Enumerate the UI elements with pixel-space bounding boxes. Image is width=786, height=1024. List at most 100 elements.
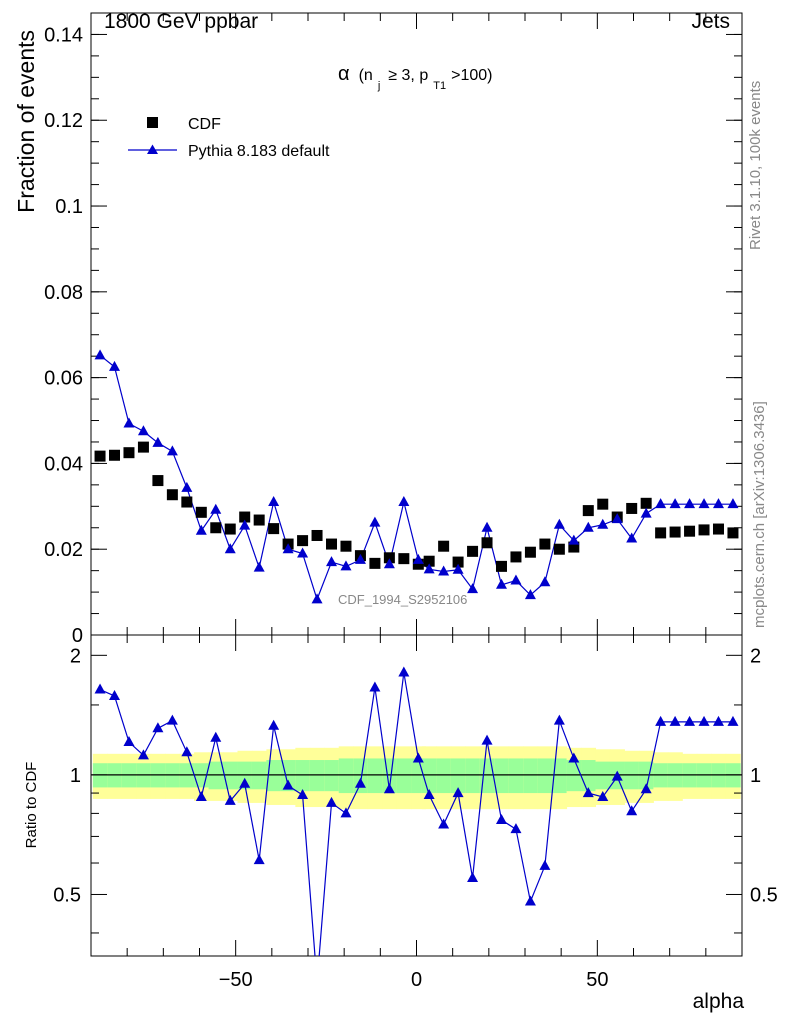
mc-point: [524, 589, 536, 600]
mc-point: [438, 565, 450, 576]
ratio-xlabel: alpha: [693, 990, 745, 1013]
mc-point: [94, 349, 106, 360]
ratio-point: [282, 779, 294, 790]
band-inner-bin: [309, 760, 325, 792]
mc-point: [326, 556, 338, 567]
cdf-point: [181, 496, 193, 508]
band-inner-bin: [421, 758, 437, 794]
cdf-point: [640, 497, 652, 509]
ratio-point: [611, 770, 623, 781]
band-inner-bin: [479, 758, 495, 794]
mc-point: [467, 583, 479, 594]
ratio-panel: −50 0 50 0.5 0.5 1 1 2 2: [53, 634, 778, 991]
ratio-point: [109, 689, 121, 700]
ratio-point: [510, 823, 522, 834]
header-right: Jets: [691, 10, 730, 33]
cdf-point: [253, 514, 265, 526]
ratio-point: [495, 813, 507, 824]
main-frame: [90, 12, 743, 636]
ratio-ylabel: Ratio to CDF: [23, 762, 40, 849]
ratio-point: [340, 807, 352, 818]
mc-point: [495, 578, 507, 589]
ratio-point: [553, 714, 565, 725]
ratio-point: [539, 859, 551, 870]
cdf-point: [383, 552, 395, 564]
ratio-point: [669, 715, 681, 726]
band-inner-bin: [367, 758, 383, 794]
mc-point: [239, 519, 251, 530]
ratio-point: [626, 805, 638, 816]
legend-mc-marker: [147, 144, 158, 154]
ratio-point: [137, 749, 149, 760]
cdf-point: [224, 523, 236, 535]
ratio-xtick-label: 50: [586, 969, 608, 991]
cdf-point: [553, 543, 565, 555]
cdf-point: [669, 526, 681, 538]
cdf-point: [727, 527, 739, 539]
mc-point: [412, 553, 424, 564]
mc-point: [712, 498, 724, 509]
band-inner-bin: [295, 760, 311, 792]
cdf-point: [481, 537, 493, 549]
ratio-point: [181, 746, 193, 757]
ratio-point: [369, 681, 381, 692]
cdf-point: [137, 441, 149, 453]
mc-point: [253, 561, 265, 572]
ratio-series-line: [99, 672, 733, 956]
cdf-point: [398, 553, 410, 565]
ratio-point: [253, 854, 265, 865]
band-inner-bin: [324, 760, 340, 792]
mc-point: [423, 563, 435, 574]
watermark: CDF_1994_S2952106: [338, 592, 467, 607]
main-ytick-label: 0.02: [44, 539, 83, 561]
cdf-point: [210, 522, 222, 534]
ratio-point: [224, 794, 236, 805]
ratio-ytick-label: 0.5: [53, 884, 81, 906]
mc-point: [452, 563, 464, 574]
mc-point: [640, 507, 652, 518]
band-inner-bin: [396, 758, 412, 794]
cdf-point: [152, 475, 164, 487]
mc-point: [137, 425, 149, 436]
ratio-ytick-label: 2: [70, 645, 81, 667]
cdf-point: [582, 505, 594, 517]
mc-point: [340, 560, 352, 571]
ratio-point: [698, 715, 710, 726]
ratio-point: [268, 719, 280, 730]
ratio-point: [481, 734, 493, 745]
cdf-point: [123, 447, 135, 459]
cdf-point: [369, 557, 381, 569]
band-inner-bin: [436, 758, 452, 794]
mc-point: [123, 417, 135, 428]
band-inner-bin: [508, 758, 524, 794]
main-panel: 0 0.02 0.04 0.06 0.08 0.1 0.12 0.14: [44, 12, 743, 647]
cdf-point: [452, 556, 464, 568]
band-inner-bin: [537, 758, 553, 794]
ratio-point: [210, 731, 222, 742]
mc-point: [669, 498, 681, 509]
cdf-point: [539, 538, 551, 550]
rivet-label: Rivet 3.1.10, 100k events: [747, 81, 764, 250]
mc-point: [698, 498, 710, 509]
cdf-point: [712, 523, 724, 535]
mc-point: [568, 534, 580, 545]
cdf-point: [412, 558, 424, 570]
band-inner-bin: [581, 760, 597, 792]
mc-point: [181, 481, 193, 492]
cdf-point: [311, 529, 323, 541]
ratio-point: [712, 715, 724, 726]
ratio-point: [412, 752, 424, 763]
band-inner-bin: [566, 760, 582, 792]
main-ytick-label: 0.14: [44, 24, 83, 46]
ratio-xtick-label: −50: [219, 969, 253, 991]
mc-point: [510, 574, 522, 585]
ratio-point: [582, 787, 594, 798]
title-sub-1: j: [377, 80, 380, 92]
ratio-point: [195, 790, 207, 801]
ratio-point: [239, 777, 251, 788]
cdf-point: [655, 527, 667, 539]
cdf-point: [597, 498, 609, 510]
cdf-point: [510, 551, 522, 563]
mc-point: [398, 496, 410, 507]
